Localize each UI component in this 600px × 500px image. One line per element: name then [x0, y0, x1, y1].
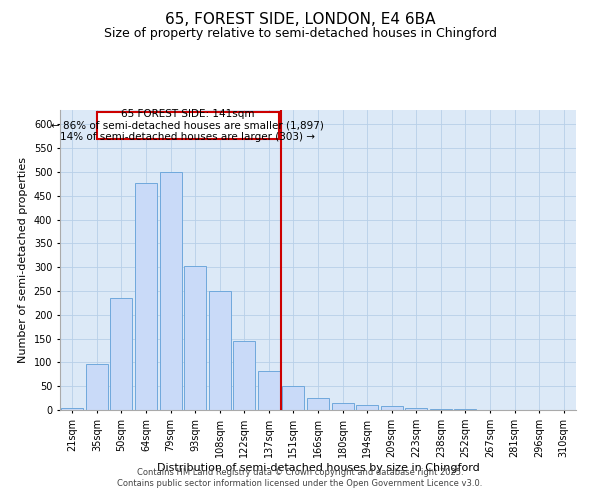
Bar [135, 183, 157, 410]
Text: 65 FOREST SIDE: 141sqm
← 86% of semi-detached houses are smaller (1,897)
14% of : 65 FOREST SIDE: 141sqm ← 86% of semi-det… [52, 109, 324, 142]
Bar [97, 112, 278, 138]
Bar [332, 403, 353, 410]
Text: Contains HM Land Registry data © Crown copyright and database right 2025.
Contai: Contains HM Land Registry data © Crown c… [118, 468, 482, 487]
Bar [209, 291, 231, 410]
Text: 65, FOREST SIDE, LONDON, E4 6BA: 65, FOREST SIDE, LONDON, E4 6BA [165, 12, 435, 28]
Bar [356, 405, 378, 410]
Bar [160, 172, 182, 410]
Bar [61, 408, 83, 410]
Bar [258, 371, 280, 410]
Bar [430, 408, 452, 410]
Bar [233, 341, 256, 410]
Bar [184, 266, 206, 410]
Bar [454, 409, 476, 410]
Bar [110, 298, 133, 410]
Bar [86, 364, 108, 410]
Bar [307, 398, 329, 410]
Y-axis label: Number of semi-detached properties: Number of semi-detached properties [18, 157, 28, 363]
Bar [283, 386, 304, 410]
Bar [380, 406, 403, 410]
X-axis label: Distribution of semi-detached houses by size in Chingford: Distribution of semi-detached houses by … [157, 462, 479, 472]
Text: Size of property relative to semi-detached houses in Chingford: Size of property relative to semi-detach… [104, 28, 497, 40]
Bar [405, 408, 427, 410]
